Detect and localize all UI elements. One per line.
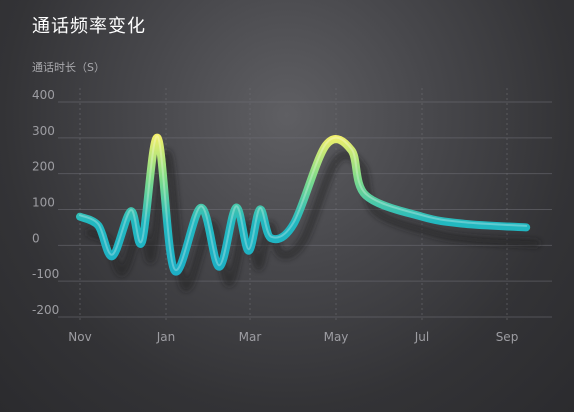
x-tick-label: Jul [414,330,429,344]
x-tick-label: Jan [156,330,176,344]
y-tick-label: 0 [32,231,40,245]
y-tick-label: 300 [32,124,55,138]
y-tick-label: 400 [32,88,55,102]
series-line [76,133,531,276]
y-tick-label: 100 [32,196,55,210]
x-tick-label: Sep [496,330,519,344]
x-tick-label: Mar [239,330,262,344]
chart-title: 通话频率变化 [32,16,146,37]
series-line-highlight [79,135,528,272]
y-axis-label: 通话时长（S） [32,61,105,74]
x-tick-label: Nov [68,330,91,344]
x-tick-label: May [324,330,349,344]
y-tick-label: -100 [32,267,59,281]
y-tick-label: -200 [32,303,59,317]
y-tick-label: 200 [32,160,55,174]
